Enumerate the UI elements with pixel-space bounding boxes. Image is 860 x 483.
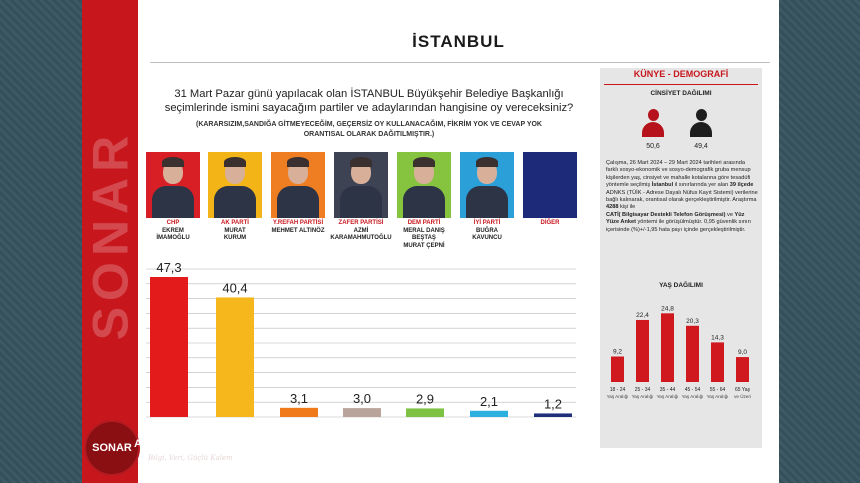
age-sub-label: ve Üzeri [734, 393, 751, 399]
candidate-photo [146, 152, 200, 218]
age-value-label: 9,0 [738, 349, 747, 356]
candidate-party: Y.REFAH PARTİSİ [272, 220, 324, 226]
bar-value-label: 2,9 [416, 391, 434, 406]
survey-question: 31 Mart Pazar günü yapılacak olan İSTANB… [146, 87, 592, 115]
candidate-photo [397, 152, 451, 218]
candidate-label: CHP EKREM İMAMOĞLU [138, 220, 208, 243]
age-sub-label: Yaş Aralığı [657, 394, 679, 399]
candidate-label: ZAFER PARTİSİ AZMİ KARAMAHMUTOĞLU [326, 220, 396, 243]
title-divider [150, 62, 770, 63]
bar-value-label: 1,2 [544, 396, 562, 411]
candidate-name: AZMİ [353, 227, 369, 234]
question-line-1: 31 Mart Pazar günü yapılacak olan İSTANB… [174, 88, 564, 100]
logo-name: ARAŞTIRMA [134, 438, 205, 450]
sonar-logo: SONAR ARAŞTIRMA Bilgi, Veri, Güçlü Kalem [84, 418, 244, 476]
candidate-party: İYİ PARTİ [473, 220, 501, 226]
candidate-party: CHP [166, 220, 180, 226]
age-value-label: 24,8 [661, 305, 674, 312]
bar-ak-parti- [216, 297, 254, 417]
candidate-name: MERAL DANIŞ [403, 227, 445, 234]
candidate-label: AK PARTİ MURAT KURUM [200, 220, 270, 243]
candidate-name: KURUM [223, 235, 247, 242]
age-category-label: 45 - 54 [685, 387, 701, 393]
male-value: 49,4 [694, 143, 708, 150]
gender-title: CİNSİYET DAĞILIMI [650, 90, 712, 97]
kunye-panel [600, 68, 762, 448]
vote-bar-chart: 47,3 40,4 3,1 3,0 2,9 2,1 1,2 [146, 260, 576, 418]
age-bar [661, 313, 674, 382]
bar-y-refah-parti-si- [280, 407, 318, 417]
question-note-2: ORANTISAL OLARAK DAĞITILMIŞTIR.) [303, 131, 435, 138]
age-value-label: 14,3 [711, 334, 724, 341]
sonar-watermark: SONAR [82, 129, 139, 341]
candidate-party: AK PARTİ [221, 220, 249, 226]
methodology-text: Çalışma, 26 Mart 2024 – 29 Mart 2024 tar… [606, 160, 758, 233]
candidate-name: KARAMAHMUTOĞLU [330, 235, 392, 242]
age-category-label: 55 - 64 [710, 387, 726, 393]
logo-slogan: Bilgi, Veri, Güçlü Kalem [148, 454, 233, 462]
age-title: YAŞ DAĞILIMI [659, 282, 703, 289]
kunye-divider [604, 84, 758, 85]
candidate-photo [208, 152, 262, 218]
candidate-name: MURAT [224, 227, 246, 234]
candidate-party: DEM PARTİ [407, 220, 441, 226]
age-category-label: 65 Yaş [735, 387, 751, 393]
age-bar [711, 342, 724, 382]
candidate-photo [460, 152, 514, 218]
candidate-photo [271, 152, 325, 218]
candidate-label: Y.REFAH PARTİSİ MEHMET ALTINÖZ [263, 220, 333, 235]
age-value-label: 22,4 [636, 312, 649, 319]
candidate-name: MURAT ÇEPNİ [403, 242, 445, 249]
bar-value-label: 3,1 [290, 391, 308, 406]
candidate-photo [523, 152, 577, 218]
age-bar [611, 356, 624, 382]
candidate-name: İMAMOĞLU [156, 235, 190, 242]
bar-value-label: 2,1 [480, 394, 498, 409]
candidate-name: BEŞTAŞ [412, 235, 436, 242]
question-line-2: seçimlerinde ismini sayacağım partiler v… [164, 102, 574, 114]
female-icon [640, 108, 666, 138]
age-category-label: 35 - 44 [660, 387, 676, 393]
brand-red-band [82, 0, 138, 483]
logo-circle: SONAR [84, 420, 140, 476]
question-note: (KARARSIZIM,SANDIĞA GİTMEYECEĞİM, GEÇERS… [146, 120, 592, 140]
age-category-label: 18 - 24 [610, 387, 626, 393]
bar-value-label: 3,0 [353, 391, 371, 406]
age-sub-label: Yaş Aralığı [607, 394, 629, 399]
bar-chp [150, 276, 188, 417]
age-value-label: 9,2 [613, 349, 622, 356]
candidate-party: DİĞER [540, 220, 560, 226]
bar-zafer-parti-si- [343, 408, 381, 417]
age-sub-label: Yaş Aralığı [632, 394, 654, 399]
age-bar [686, 325, 699, 382]
age-bar [636, 319, 649, 382]
bar-i-yi-parti- [470, 410, 508, 417]
age-bar [736, 357, 749, 382]
candidate-name: KAVUNCU [472, 235, 502, 242]
candidate-name: MEHMET ALTINÖZ [271, 227, 325, 234]
candidate-name: EKREM [162, 227, 184, 234]
candidate-name: BUĞRA [476, 227, 498, 234]
age-category-label: 25 - 34 [635, 387, 651, 393]
candidate-photo [334, 152, 388, 218]
question-note-1: (KARARSIZIM,SANDIĞA GİTMEYECEĞİM, GEÇERS… [195, 121, 542, 128]
bar-dem-parti- [406, 408, 444, 417]
age-value-label: 20,3 [686, 318, 699, 325]
age-sub-label: Yaş Aralığı [682, 394, 704, 399]
candidate-party: ZAFER PARTİSİ [338, 220, 384, 226]
female-value: 50,6 [646, 143, 660, 150]
bar-value-label: 40,4 [222, 280, 247, 295]
kunye-title: KÜNYE - DEMOGRAFİ [633, 69, 729, 79]
candidate-label: DEM PARTİ MERAL DANIŞ BEŞTAŞ MURAT ÇEPNİ [389, 220, 459, 250]
page-title: İSTANBUL [412, 32, 505, 51]
bar-value-label: 47,3 [156, 260, 181, 275]
age-sub-label: Yaş Aralığı [707, 394, 729, 399]
bar-di-er [534, 413, 572, 417]
male-icon [688, 108, 714, 138]
candidate-label: DİĞER [515, 220, 585, 228]
candidate-label: İYİ PARTİ BUĞRA KAVUNCU [452, 220, 522, 243]
